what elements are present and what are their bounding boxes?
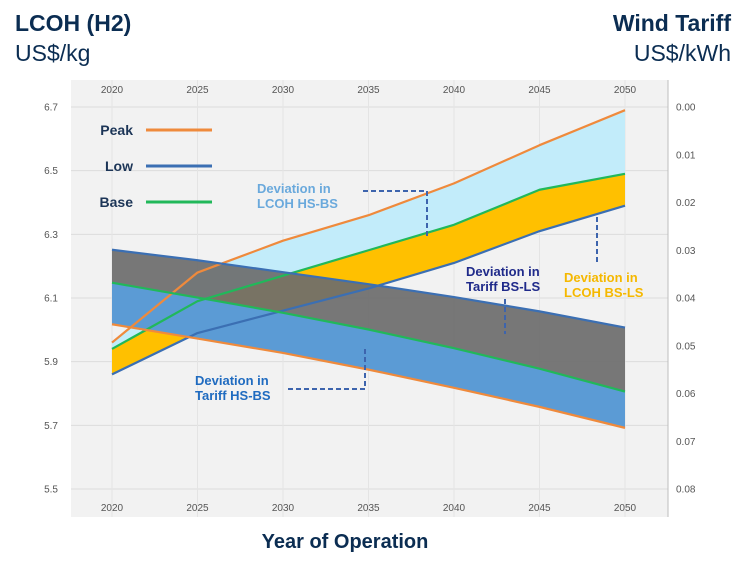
y2-tick-label: 0.00 bbox=[676, 103, 696, 114]
annotation-tariff-bs-ls: Tariff BS-LS bbox=[466, 279, 540, 294]
y2-tick-label: 0.03 bbox=[676, 246, 696, 257]
annotation-tariff-bs-ls: Deviation in bbox=[466, 264, 540, 279]
x-tick-label-bottom: 2050 bbox=[614, 503, 637, 514]
annotation-lcoh-bs-ls: LCOH BS-LS bbox=[564, 285, 644, 300]
band-lcoh-hs-bs bbox=[112, 110, 625, 349]
right-axis-unit: US$/kWh bbox=[633, 40, 731, 66]
x-tick-label-bottom: 2020 bbox=[101, 503, 124, 514]
x-tick-label-bottom: 2030 bbox=[272, 503, 295, 514]
band-tariff-bs-ls bbox=[112, 249, 625, 392]
y2-tick-label: 0.06 bbox=[676, 389, 696, 400]
line-tariff-base bbox=[111, 281, 626, 393]
y2-tick-label: 0.05 bbox=[676, 341, 696, 352]
x-tick-label-bottom: 2040 bbox=[443, 503, 466, 514]
y2-tick-label: 0.07 bbox=[676, 437, 696, 448]
y-tick-label: 5.7 bbox=[44, 421, 58, 432]
chart-band-fills bbox=[112, 110, 625, 428]
x-tick-label-top: 2025 bbox=[186, 85, 209, 96]
left-axis-title: LCOH (H2) bbox=[15, 10, 132, 36]
chart-tick-labels: 5.5 5.7 5.9 6.1 6.3 6.5 6.7 0.08 0.07 0.06 0.05 0.0… bbox=[44, 85, 696, 514]
line-lcoh-base bbox=[111, 172, 626, 350]
line-lcoh-low bbox=[111, 204, 626, 376]
x-tick-label-bottom: 2045 bbox=[528, 503, 551, 514]
x-tick-label-bottom: 2025 bbox=[186, 503, 209, 514]
chart-legend: Peak Low Base bbox=[100, 122, 212, 210]
x-tick-label-top: 2045 bbox=[528, 85, 551, 96]
y2-tick-label: 0.08 bbox=[676, 485, 696, 496]
x-tick-label-top: 2035 bbox=[357, 85, 380, 96]
y-tick-label: 5.5 bbox=[44, 485, 58, 496]
y2-tick-label: 0.01 bbox=[676, 150, 696, 161]
line-tariff-peak bbox=[111, 323, 626, 429]
y2-tick-label: 0.04 bbox=[676, 294, 696, 305]
x-tick-label-top: 2020 bbox=[101, 85, 124, 96]
band-tariff-hs-bs bbox=[112, 282, 625, 428]
leader-lcoh-hs-bs bbox=[363, 190, 428, 238]
y-tick-label: 6.5 bbox=[44, 166, 58, 177]
line-lcoh-peak bbox=[111, 109, 626, 344]
band-lcoh-bs-ls bbox=[112, 173, 625, 375]
leader-tariff-hs-bs bbox=[288, 349, 366, 390]
y-tick-label: 6.1 bbox=[44, 294, 58, 305]
annotation-lcoh-hs-bs: LCOH HS-BS bbox=[257, 196, 338, 211]
x-tick-label-top: 2040 bbox=[443, 85, 466, 96]
x-tick-label-top: 2050 bbox=[614, 85, 637, 96]
y-tick-label: 6.3 bbox=[44, 230, 58, 241]
right-axis-title: Wind Tariff bbox=[612, 10, 731, 36]
chart-series-lines bbox=[111, 109, 626, 429]
x-tick-label-top: 2030 bbox=[272, 85, 295, 96]
legend-label-low: Low bbox=[105, 158, 133, 174]
annotation-tariff-hs-bs: Tariff HS-BS bbox=[195, 388, 271, 403]
line-tariff-low bbox=[111, 248, 626, 329]
annotation-lcoh-bs-ls: Deviation in bbox=[564, 270, 638, 285]
annotation-lcoh-hs-bs: Deviation in bbox=[257, 181, 331, 196]
x-axis-title: Year of Operation bbox=[261, 531, 429, 553]
y-tick-label: 5.9 bbox=[44, 357, 58, 368]
legend-label-base: Base bbox=[100, 194, 134, 210]
left-axis-unit: US$/kg bbox=[15, 40, 91, 66]
y2-tick-label: 0.02 bbox=[676, 198, 696, 209]
x-tick-label-bottom: 2035 bbox=[357, 503, 380, 514]
annotation-tariff-hs-bs: Deviation in bbox=[195, 373, 269, 388]
y-tick-label: 6.7 bbox=[44, 103, 58, 114]
legend-label-peak: Peak bbox=[100, 122, 133, 138]
